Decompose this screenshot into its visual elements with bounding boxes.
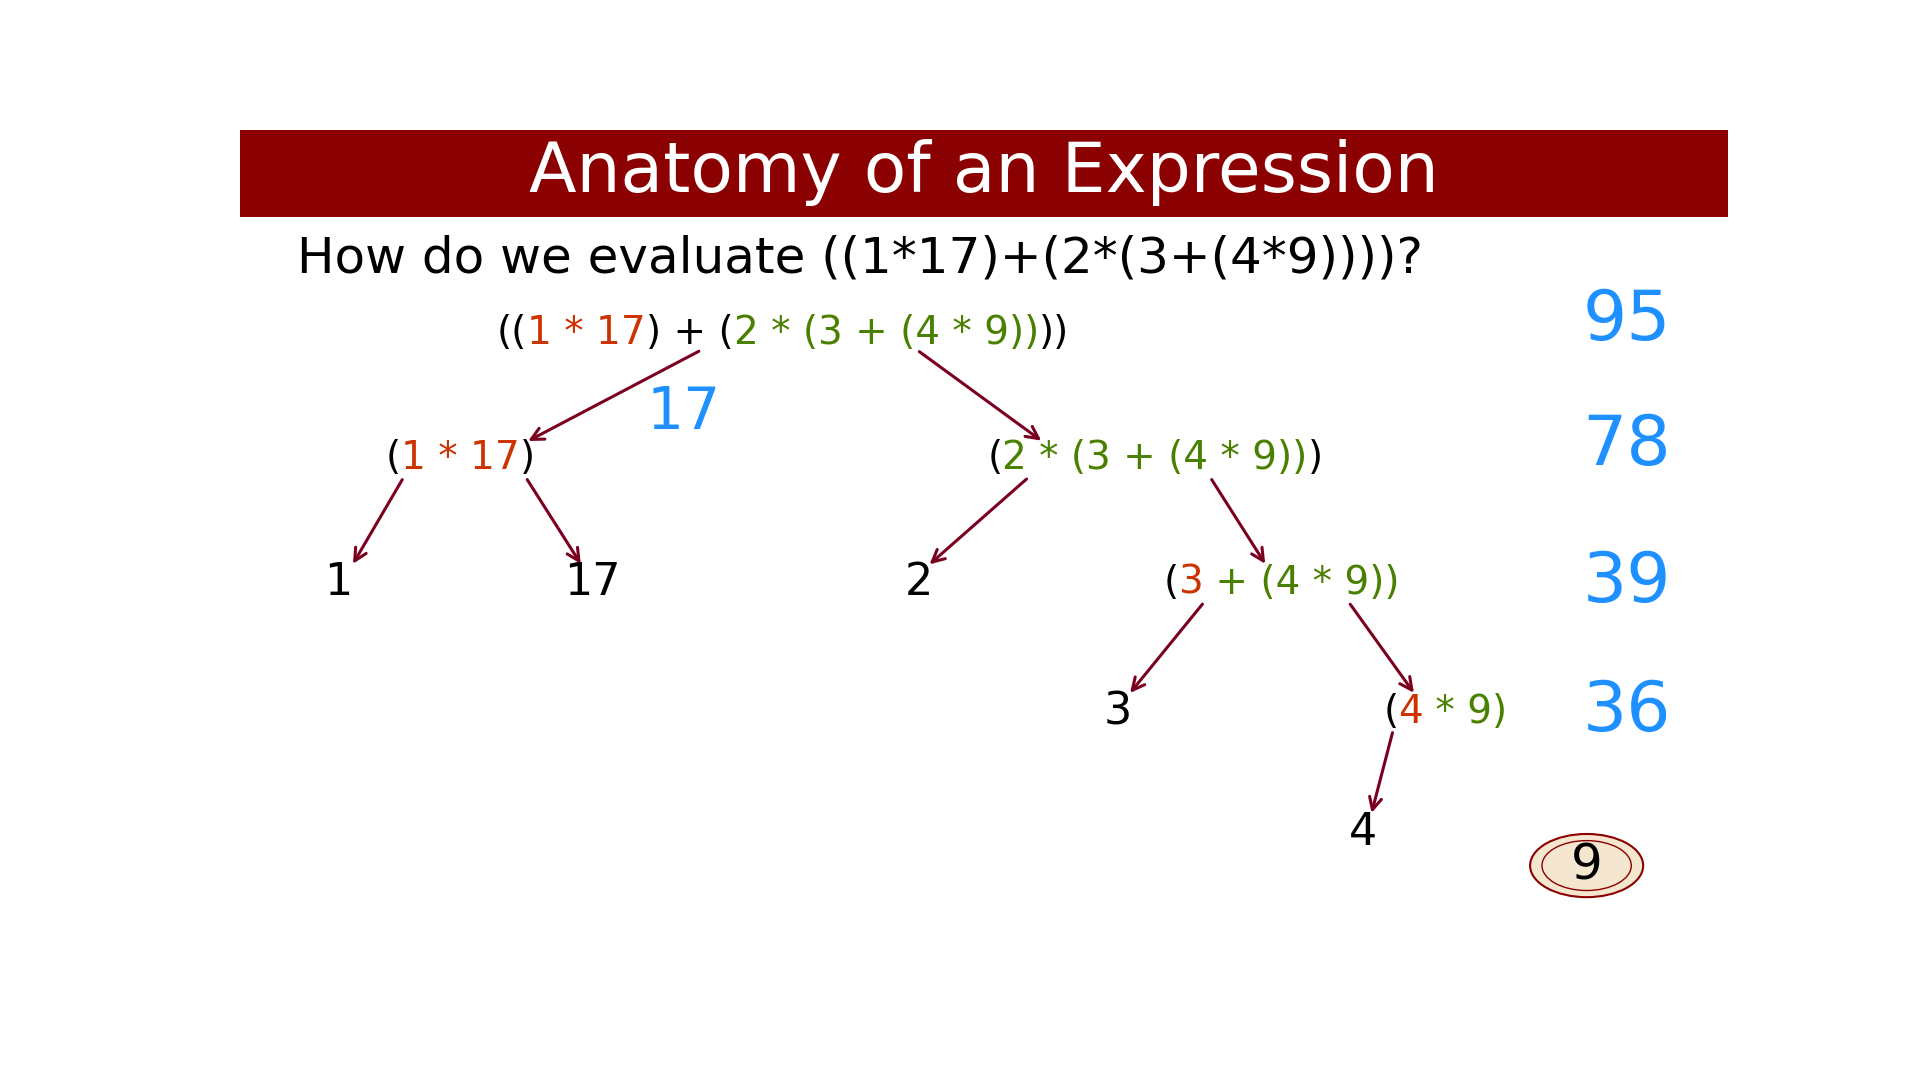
Text: ): ) [520, 440, 536, 477]
Text: 4: 4 [1350, 811, 1377, 854]
Text: 36: 36 [1582, 678, 1670, 745]
Text: 3: 3 [1104, 690, 1133, 733]
Text: 2: 2 [904, 562, 933, 605]
Text: 3: 3 [1179, 564, 1204, 602]
Text: 2 * (3 + (4 * 9)): 2 * (3 + (4 * 9)) [733, 314, 1039, 352]
Text: 4: 4 [1398, 692, 1423, 731]
Circle shape [1542, 840, 1632, 891]
Text: (: ( [386, 440, 401, 477]
Text: 17: 17 [564, 562, 620, 605]
Text: * 9): * 9) [1423, 692, 1507, 731]
Text: ((: (( [497, 314, 528, 352]
Text: ): ) [1308, 440, 1323, 477]
Text: 17: 17 [647, 383, 720, 441]
Text: + (4 * 9)): + (4 * 9)) [1204, 564, 1400, 602]
Text: 2 * (3 + (4 * 9)): 2 * (3 + (4 * 9)) [1002, 440, 1308, 477]
Text: )): )) [1039, 314, 1069, 352]
Text: 95: 95 [1582, 287, 1670, 354]
Text: (: ( [1382, 692, 1398, 731]
Text: Anatomy of an Expression: Anatomy of an Expression [530, 139, 1438, 206]
Text: 39: 39 [1582, 550, 1670, 617]
Text: 1 * 17: 1 * 17 [401, 440, 520, 477]
Text: 9: 9 [1571, 841, 1603, 890]
Text: 1 * 17: 1 * 17 [528, 314, 645, 352]
Text: ) + (: ) + ( [645, 314, 733, 352]
Text: How do we evaluate ((1*17)+(2*(3+(4*9))))?: How do we evaluate ((1*17)+(2*(3+(4*9)))… [296, 234, 1438, 283]
Circle shape [1530, 834, 1644, 897]
Text: 78: 78 [1582, 413, 1670, 480]
FancyBboxPatch shape [240, 130, 1728, 217]
Text: (: ( [1164, 564, 1179, 602]
Text: 1: 1 [324, 562, 353, 605]
Text: (: ( [987, 440, 1002, 477]
